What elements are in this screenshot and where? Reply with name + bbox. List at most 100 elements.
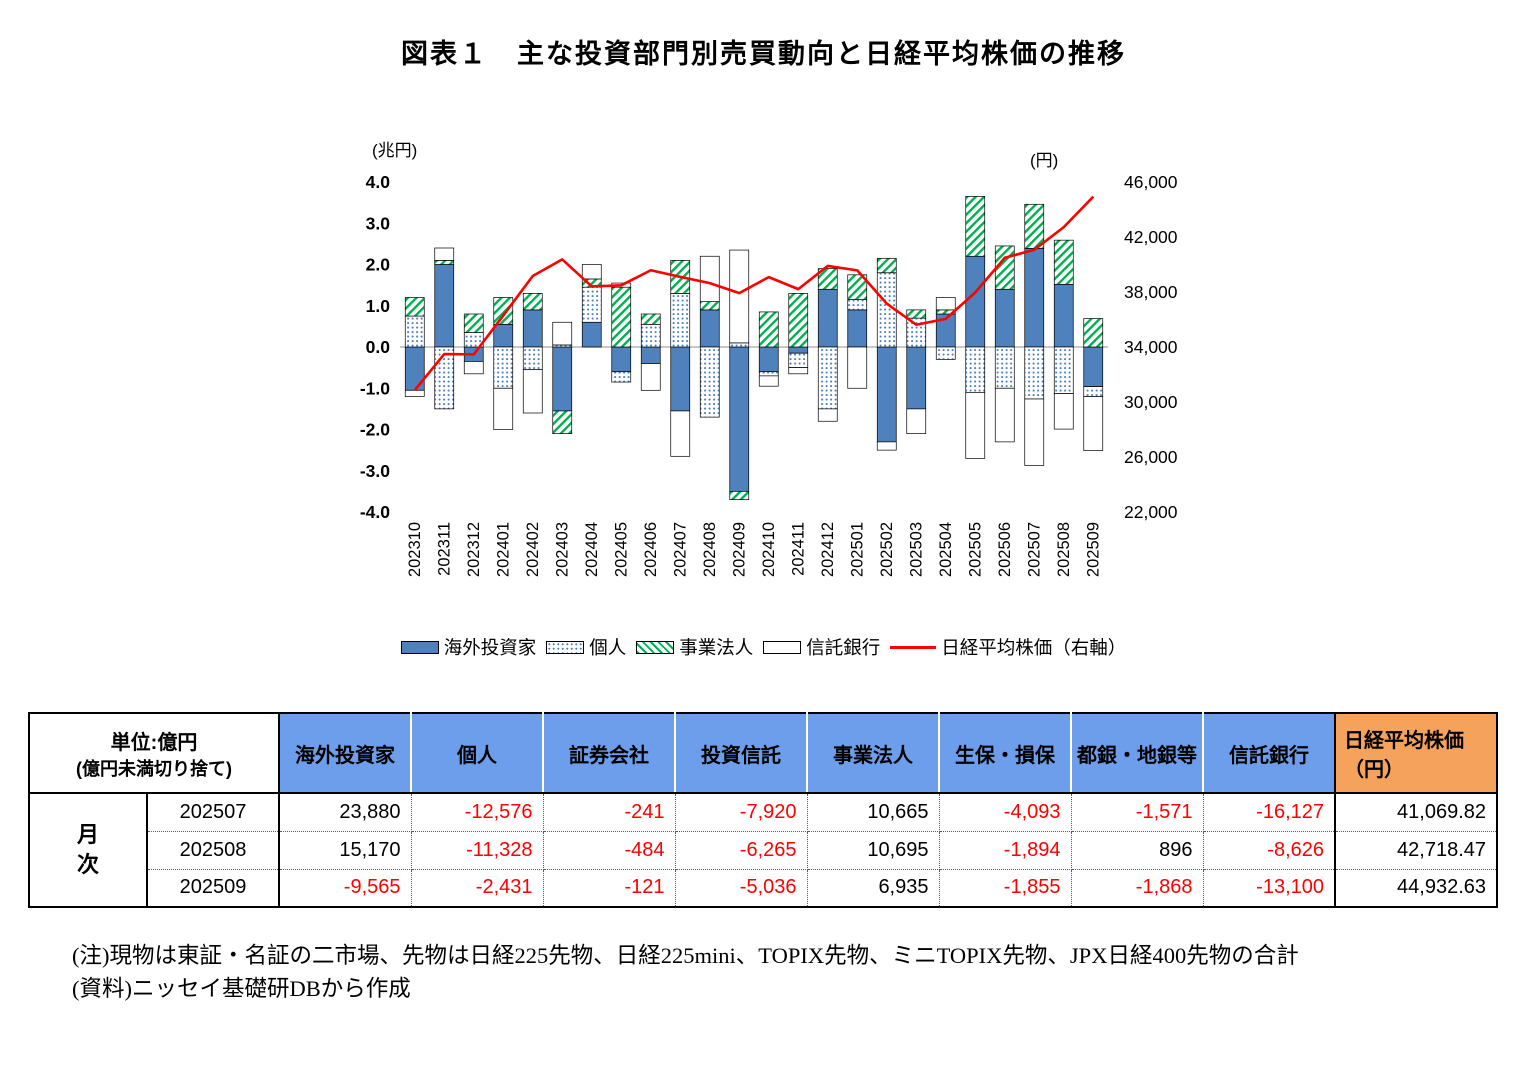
bar-segment [847, 309, 868, 348]
x-axis-label: 202401 [494, 522, 512, 577]
bar-segment [699, 346, 720, 418]
bar-segment [670, 346, 691, 412]
column-header: 都銀・地銀等 [1070, 713, 1204, 794]
legend-label: 事業法人 [679, 637, 754, 658]
bar-segment [552, 321, 573, 346]
right-axis-tick: 26,000 [1124, 447, 1178, 467]
bar-segment [729, 491, 750, 500]
bar-segment [1083, 396, 1104, 451]
left-axis-tick: -2.0 [360, 420, 390, 440]
bar-segment [876, 441, 897, 451]
bar-segment [463, 361, 484, 375]
bar-segment [994, 288, 1015, 348]
left-axis-tick: -3.0 [360, 461, 390, 481]
unit-header-cell: 単位:億円 (億円未満切り捨て) [28, 712, 280, 794]
right-axis-tick: 46,000 [1124, 172, 1178, 192]
chart-legend: 海外投資家 個人 事業法人 信託銀行 日経平均株価（右軸） [0, 634, 1527, 660]
bar-segment [965, 255, 986, 348]
value-cell: -13,100 [1203, 869, 1336, 908]
legend-blue-swatch [400, 640, 439, 654]
bar-segment [1053, 346, 1074, 394]
bar-segment [1083, 318, 1104, 348]
x-axis-label: 202508 [1055, 522, 1073, 577]
bar-segment [1053, 393, 1074, 430]
nikkei-value-cell: 42,718.47 [1334, 831, 1498, 870]
bar-segment [935, 346, 956, 360]
value-cell: 896 [1071, 831, 1204, 870]
bar-segment [670, 410, 691, 457]
bar-segment [847, 346, 868, 389]
bar-segment [493, 323, 514, 348]
value-cell: -9,565 [279, 869, 412, 908]
bar-segment [434, 247, 455, 261]
x-axis-label: 202402 [524, 522, 542, 577]
bar-segment [788, 367, 809, 375]
value-cell: -11,328 [411, 831, 544, 870]
table-row: 202508 15,170 -11,328 -484 -6,265 10,695 -1,89… [29, 831, 1498, 870]
bar-segment [729, 249, 750, 344]
bar-segment [1024, 398, 1045, 466]
x-axis-label: 202509 [1084, 522, 1102, 577]
value-cell: -6,265 [675, 831, 808, 870]
legend-item: 日経平均株価（右軸） [890, 634, 1126, 660]
month-cell: 202509 [147, 869, 280, 908]
table-row: 月次 202507 23,880 -12,576 -241 -7,920 10,665 -4,… [29, 793, 1498, 908]
table-row: 202509 -9,565 -2,431 -121 -5,036 6,935 -1,855-… [29, 869, 1498, 908]
bar-segment [463, 313, 484, 333]
legend-dots-swatch [546, 640, 585, 654]
bar-segment [758, 311, 779, 348]
bar-segment [552, 410, 573, 434]
bar-segment [493, 297, 514, 325]
x-axis-label: 202312 [465, 522, 483, 577]
x-axis-label: 202407 [671, 522, 689, 577]
x-axis-label: 202406 [642, 522, 660, 577]
bar-segment [493, 387, 514, 430]
footnotes: (注)現物は東証・名証の二市場、先物は日経225先物、日経225mini、TOP… [72, 940, 1412, 1005]
chart-area: (兆円) (円) 4.0 3.0 2.0 1.0 0.0 -1.0 -2.0 -3.0 -4.0 46… [330, 128, 1230, 613]
bar-segment [729, 346, 750, 492]
unit-line2: (億円未満切り捨て) [76, 758, 232, 779]
legend-white-swatch [763, 640, 802, 654]
nikkei-value-cell: 41,069.82 [1334, 793, 1498, 832]
month-cell: 202508 [147, 831, 280, 870]
bar-segment [758, 375, 779, 387]
right-axis-tick: 42,000 [1124, 227, 1178, 247]
column-header: 個人 [410, 713, 544, 794]
left-axis-unit: (兆円) [372, 141, 417, 160]
value-cell: 23,880 [279, 793, 412, 832]
x-axis-label: 202504 [937, 522, 955, 577]
bar-segment [1053, 239, 1074, 285]
bar-segment [965, 346, 986, 393]
right-axis-tick: 22,000 [1124, 502, 1178, 522]
stacked-bar-line-chart: (兆円) (円) 4.0 3.0 2.0 1.0 0.0 -1.0 -2.0 -3.0 -4.0 46… [360, 141, 1178, 577]
value-cell: -2,431 [411, 869, 544, 908]
bar-segment [817, 346, 838, 410]
legend-line-swatch [890, 645, 937, 649]
right-axis-tick: 30,000 [1124, 392, 1178, 412]
x-axis-label: 202405 [612, 522, 630, 577]
bar-segment [434, 260, 455, 265]
value-cell: -1,868 [1071, 869, 1204, 908]
page-title: 図表１ 主な投資部門別売買動向と日経平均株価の推移 [401, 39, 1126, 69]
nikkei-line [413, 195, 1095, 392]
value-cell: -5,036 [675, 869, 808, 908]
bar-segment [522, 293, 543, 311]
value-cell: -1,571 [1071, 793, 1204, 832]
bar-segment [817, 408, 838, 422]
month-cell: 202507 [147, 793, 280, 832]
value-cell: -121 [543, 869, 676, 908]
bar-segment [817, 288, 838, 348]
bar-segment [581, 286, 602, 323]
bar-segment [1053, 283, 1074, 348]
bar-segment [994, 346, 1015, 389]
bar-segment [758, 371, 779, 377]
x-axis-label: 202507 [1025, 522, 1043, 577]
table-body: 月次 202507 23,880 -12,576 -241 -7,920 10,665 -4,… [29, 793, 1498, 908]
x-axis-label: 202310 [406, 522, 424, 577]
bar-segment [758, 346, 779, 373]
bar-segment [581, 264, 602, 280]
bar-segment [670, 293, 691, 348]
legend-label: 信託銀行 [806, 637, 881, 658]
x-axis-label: 202502 [878, 522, 896, 577]
value-cell: -7,920 [675, 793, 808, 832]
